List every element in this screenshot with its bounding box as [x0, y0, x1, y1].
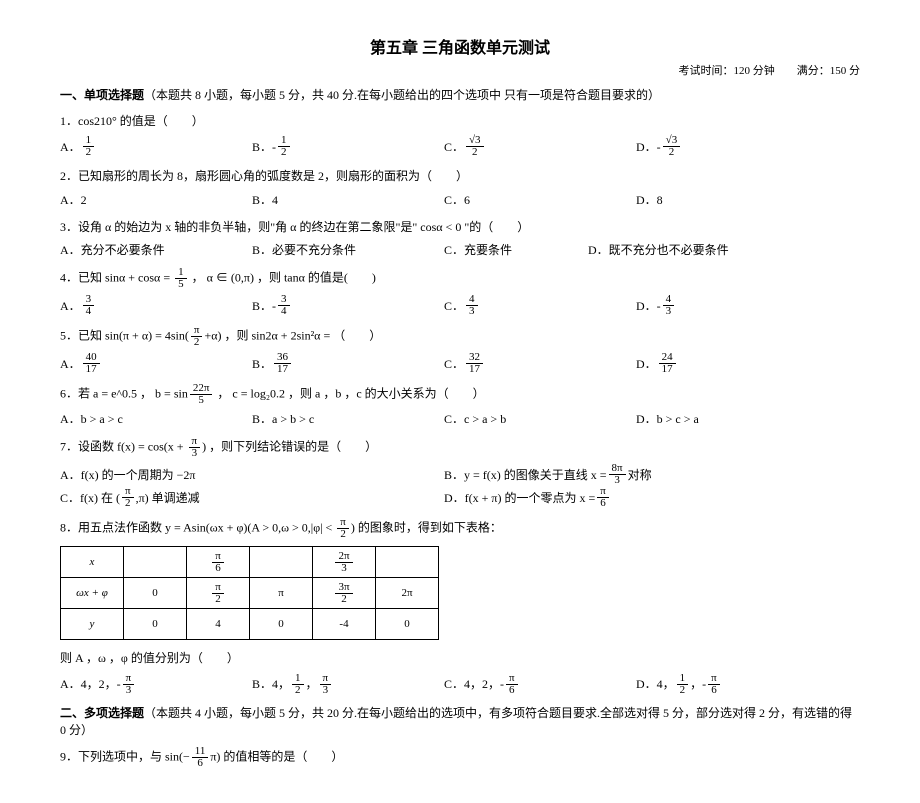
q4-opt-c: C．43: [444, 294, 636, 317]
q3-opt-c: C．充要条件: [444, 241, 588, 259]
q3-opt-d: D．既不充分也不必要条件: [588, 241, 828, 259]
q6-opt-c: C．c > a > b: [444, 410, 636, 428]
q7-opt-b: B．y = f(x) 的图像关于直线 x = 8π3 对称: [444, 463, 828, 486]
q4-stem: 4．已知 sinα + cosα = 15 ， α ∈ (0,π) ，则 tan…: [60, 267, 860, 290]
q5-opt-b: B．3617: [252, 352, 444, 375]
q8-after: 则 A ，ω ，φ 的值分别为（ ）: [60, 648, 860, 668]
q3-options: A．充分不必要条件 B．必要不充分条件 C．充要条件 D．既不充分也不必要条件: [60, 241, 860, 259]
q2-options: A．2 B．4 C．6 D．8: [60, 191, 860, 209]
table-row: y 0 4 0 -4 0: [61, 609, 439, 640]
q2-opt-a: A．2: [60, 191, 252, 209]
q8-options: A．4，2，-π3 B．4，12，π3 C．4，2，-π6 D．4，12，-π6: [60, 673, 860, 696]
q8-opt-c: C．4，2，-π6: [444, 673, 636, 696]
q6-opt-b: B．a > b > c: [252, 410, 444, 428]
q4-options: A．34 B．-34 C．43 D．-43: [60, 294, 860, 317]
chapter-title: 第五章 三角函数单元测试: [60, 34, 860, 58]
q3-stem: 3．设角 α 的始边为 x 轴的非负半轴，则"角 α 的终边在第二象限"是" c…: [60, 217, 860, 237]
q7-opt-d: D．f(x + π) 的一个零点为 x = π6: [444, 486, 828, 509]
q5-opt-a: A．4017: [60, 352, 252, 375]
q5-options: A．4017 B．3617 C．3217 D．2417: [60, 352, 860, 375]
q1-opt-a: A．12: [60, 135, 252, 158]
q8-opt-d: D．4，12，-π6: [636, 673, 828, 696]
q2-opt-d: D．8: [636, 191, 828, 209]
q2-opt-b: B．4: [252, 191, 444, 209]
q1-opt-b: B．-12: [252, 135, 444, 158]
q4-opt-b: B．-34: [252, 294, 444, 317]
q2-stem: 2．已知扇形的周长为 8，扇形圆心角的弧度数是 2，则扇形的面积为（ ）: [60, 166, 860, 186]
section-2-bold: 二、多项选择题: [60, 706, 144, 720]
q5-opt-d: D．2417: [636, 352, 828, 375]
q7-opt-a: A．f(x) 的一个周期为 −2π: [60, 463, 444, 486]
q7-options: A．f(x) 的一个周期为 −2π B．y = f(x) 的图像关于直线 x =…: [60, 463, 860, 509]
q1-options: A．12 B．-12 C．√32 D．-√32: [60, 135, 860, 158]
section-2-rest: （本题共 4 小题，每小题 5 分，共 20 分.在每小题给出的选项中，有多项符…: [60, 706, 852, 737]
q8-table: x π6 2π3 ωx + φ 0 π2 π 3π2 2π y 0 4 0 -4…: [60, 546, 439, 640]
section-1-header: 一、单项选择题（本题共 8 小题，每小题 5 分，共 40 分.在每小题给出的四…: [60, 86, 860, 103]
q6-stem: 6．若 a = e^0.5 ， b = sin22π5 ， c = log₂0.…: [60, 383, 860, 406]
q6-opt-d: D．b > c > a: [636, 410, 828, 428]
q7-opt-c: C．f(x) 在 (π2,π) 单调递减: [60, 486, 444, 509]
q7-stem: 7．设函数 f(x) = cos(x + π3) ，则下列结论错误的是（ ）: [60, 436, 860, 459]
q6-opt-a: A．b > a > c: [60, 410, 252, 428]
table-row: x π6 2π3: [61, 547, 439, 578]
q3-opt-a: A．充分不必要条件: [60, 241, 252, 259]
q3-opt-b: B．必要不充分条件: [252, 241, 444, 259]
exam-info: 考试时间：120 分钟 满分：150 分: [60, 62, 860, 78]
q8-opt-b: B．4，12，π3: [252, 673, 444, 696]
q8-opt-a: A．4，2，-π3: [60, 673, 252, 696]
table-row: ωx + φ 0 π2 π 3π2 2π: [61, 578, 439, 609]
q5-opt-c: C．3217: [444, 352, 636, 375]
section-1-rest: （本题共 8 小题，每小题 5 分，共 40 分.在每小题给出的四个选项中 只有…: [144, 88, 660, 102]
q1-stem: 1．cos210° 的值是（ ）: [60, 111, 860, 131]
q4-opt-a: A．34: [60, 294, 252, 317]
q1-opt-c: C．√32: [444, 135, 636, 158]
q2-opt-c: C．6: [444, 191, 636, 209]
section-1-bold: 一、单项选择题: [60, 88, 144, 102]
q6-options: A．b > a > c B．a > b > c C．c > a > b D．b …: [60, 410, 860, 428]
section-2-header: 二、多项选择题（本题共 4 小题，每小题 5 分，共 20 分.在每小题给出的选…: [60, 704, 860, 738]
q9-stem: 9．下列选项中，与 sin(−116π) 的值相等的是（ ）: [60, 746, 860, 769]
q1-opt-d: D．-√32: [636, 135, 828, 158]
q8-stem: 8．用五点法作函数 y = Asin(ωx + φ)(A > 0,ω > 0,|…: [60, 517, 860, 540]
q4-opt-d: D．-43: [636, 294, 828, 317]
q5-stem: 5．已知 sin(π + α) = 4sin(π2+α) ，则 sin2α + …: [60, 325, 860, 348]
